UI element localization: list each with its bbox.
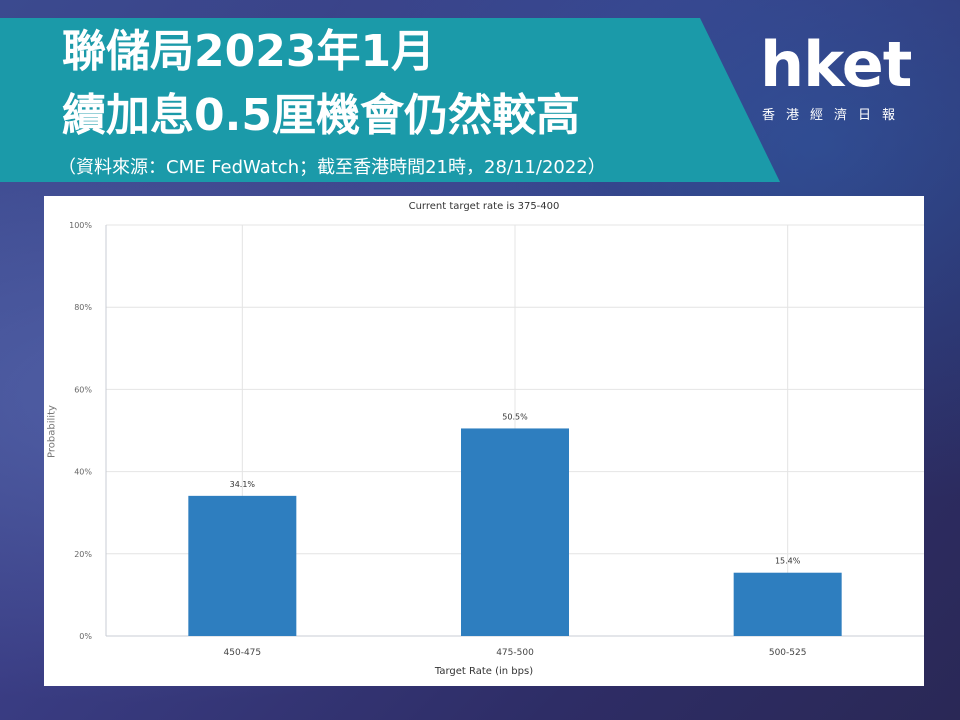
source-subtitle: （資料來源：CME FedWatch；截至香港時間21時，28/11/2022） <box>58 157 606 178</box>
x-tick-label: 500-525 <box>769 648 807 658</box>
x-tick-label: 475-500 <box>496 648 534 658</box>
data-label: 15.4% <box>775 557 801 566</box>
data-label: 34.1% <box>230 480 256 489</box>
chart-panel: 0% 20% 40% 60% 80% 100% 34.1% 450-475 50.5% 475-5… <box>44 196 924 686</box>
bar-450-475 <box>188 495 297 636</box>
y-tick-label: 20% <box>74 550 92 559</box>
chart-title: Current target rate is 375-400 <box>408 201 560 212</box>
y-tick-label: 100% <box>69 221 92 230</box>
data-label: 50.5% <box>502 412 528 421</box>
y-tick-label: 40% <box>74 468 92 477</box>
y-tick-label: 60% <box>74 385 92 394</box>
bar-500-525 <box>733 572 842 636</box>
headline-line-1: 聯儲局2023年1月 <box>62 26 436 77</box>
y-tick-label: 0% <box>79 632 92 641</box>
x-axis-label: Target Rate (in bps) <box>434 666 534 677</box>
x-tick-label: 450-475 <box>224 648 262 658</box>
logo-wordmark: hket <box>760 28 912 101</box>
title-banner <box>0 18 780 182</box>
hket-logo: hket 香港經濟日報 <box>760 30 930 130</box>
y-axis-label: Probability <box>46 405 58 458</box>
headline-line-2: 續加息0.5厘機會仍然較高 <box>62 90 580 141</box>
bar-chart: 0% 20% 40% 60% 80% 100% 34.1% 450-475 50.5% 475-5… <box>69 221 924 658</box>
logo-chinese-name: 香港經濟日報 <box>762 108 907 123</box>
y-tick-label: 80% <box>74 303 92 312</box>
bar-475-500 <box>461 428 569 636</box>
